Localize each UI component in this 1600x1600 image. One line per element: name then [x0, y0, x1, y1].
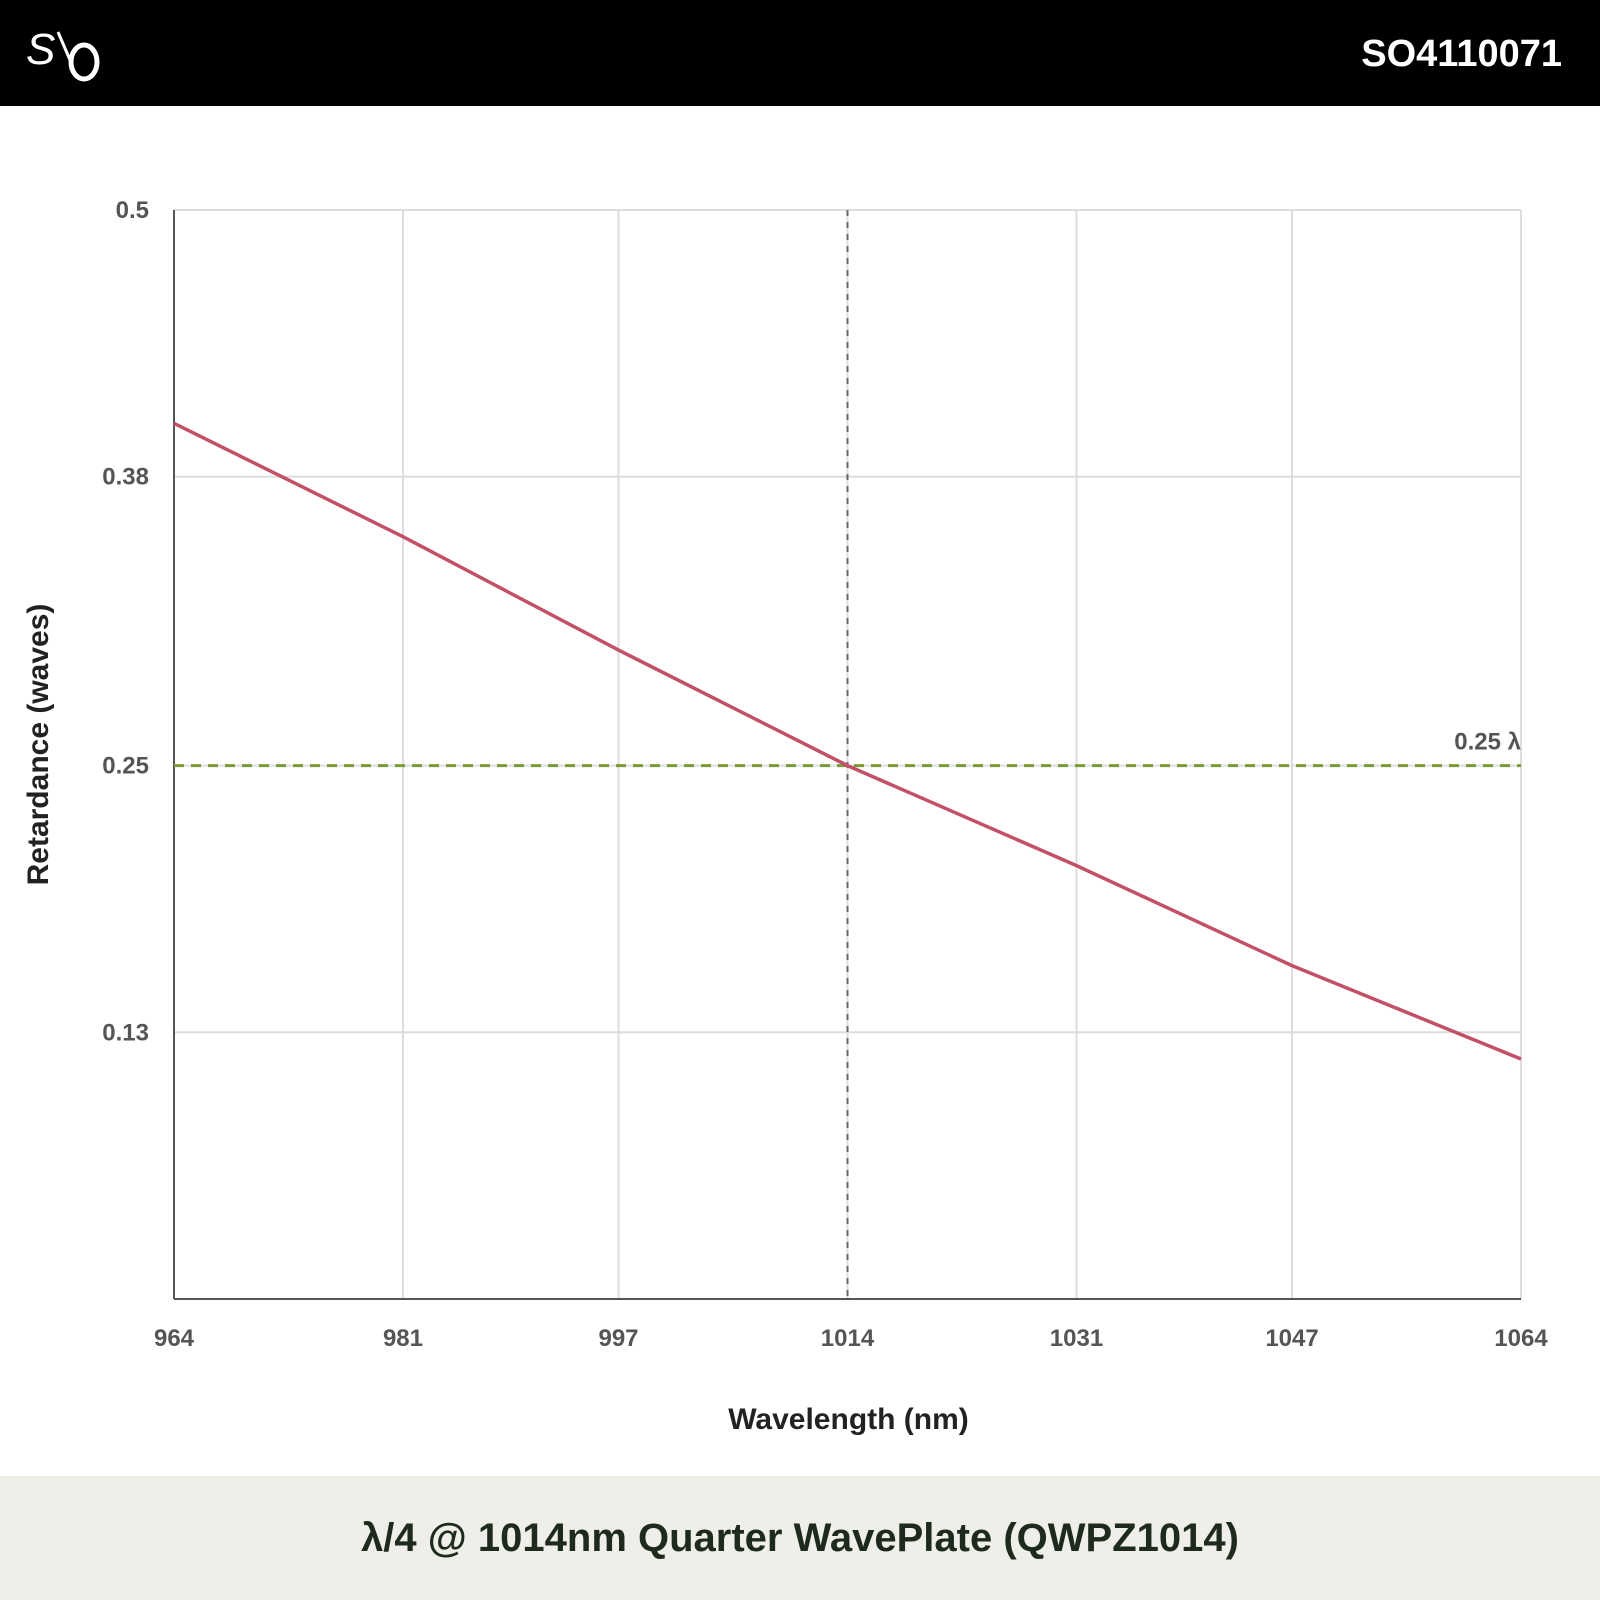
x-tick-label: 1014: [821, 1325, 875, 1352]
reference-layer: [174, 210, 1521, 1299]
label-layer: 964 981 997 1014 1031 1047 1064 0.13 0.25 0.38 0.5…: [22, 197, 1548, 1436]
x-axis-title: Wavelength (nm): [728, 1403, 969, 1436]
svg-text:S: S: [26, 25, 55, 74]
series-layer: [173, 421, 1522, 1061]
x-tick-label: 997: [598, 1325, 638, 1352]
product-title: λ/4 @ 1014nm Quarter WavePlate (QWPZ1014…: [361, 1515, 1239, 1560]
y-tick-label: 0.25: [102, 753, 149, 780]
retardance-chart: 964 981 997 1014 1031 1047 1064 0.13 0.25 0.38 0.5…: [22, 197, 1548, 1436]
x-tick-label: 1031: [1050, 1325, 1103, 1352]
y-tick-label: 0.13: [102, 1019, 149, 1046]
reference-line-label: 0.25 λ: [1454, 729, 1521, 756]
chart-area: 964 981 997 1014 1031 1047 1064 0.13 0.25 0.38 0.5…: [0, 106, 1600, 1476]
y-axis-title: Retardance (waves): [22, 604, 55, 886]
x-tick-label: 1064: [1494, 1325, 1548, 1352]
x-tick-label: 964: [154, 1325, 195, 1352]
header-bar: S SO4110071: [0, 0, 1600, 106]
x-tick-label: 1047: [1265, 1325, 1318, 1352]
y-tick-label: 0.38: [102, 464, 149, 491]
company-logo: S: [26, 25, 100, 82]
axis-layer: [173, 210, 1521, 1300]
x-tick-label: 981: [383, 1325, 423, 1352]
part-number: SO4110071: [1361, 33, 1562, 75]
y-tick-label: 0.5: [116, 197, 149, 224]
retardance-series-line: [173, 421, 1522, 1061]
footer-bar: λ/4 @ 1014nm Quarter WavePlate (QWPZ1014…: [0, 1476, 1600, 1600]
